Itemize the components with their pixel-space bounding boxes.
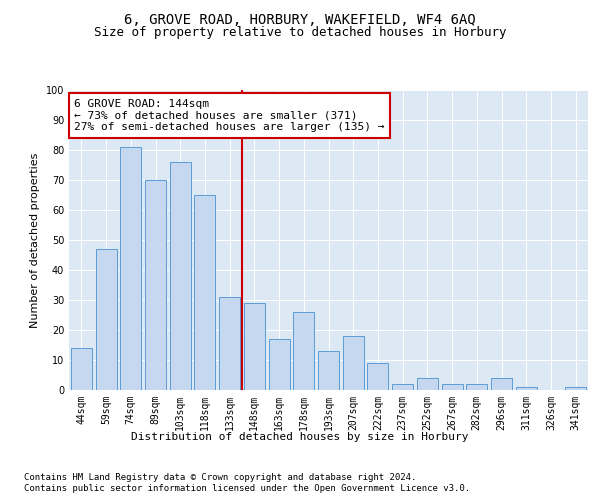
Bar [219, 297, 240, 390]
Bar [392, 384, 413, 390]
Bar [120, 147, 141, 390]
Bar [95, 249, 116, 390]
Text: 6 GROVE ROAD: 144sqm
← 73% of detached houses are smaller (371)
27% of semi-deta: 6 GROVE ROAD: 144sqm ← 73% of detached h… [74, 99, 385, 132]
Bar [318, 351, 339, 390]
Bar [343, 336, 364, 390]
Bar [417, 378, 438, 390]
Bar [71, 348, 92, 390]
Y-axis label: Number of detached properties: Number of detached properties [30, 152, 40, 328]
Text: Contains HM Land Registry data © Crown copyright and database right 2024.: Contains HM Land Registry data © Crown c… [24, 472, 416, 482]
Text: Contains public sector information licensed under the Open Government Licence v3: Contains public sector information licen… [24, 484, 470, 493]
Bar [244, 303, 265, 390]
Bar [491, 378, 512, 390]
Text: Size of property relative to detached houses in Horbury: Size of property relative to detached ho… [94, 26, 506, 39]
Bar [442, 384, 463, 390]
Text: 6, GROVE ROAD, HORBURY, WAKEFIELD, WF4 6AQ: 6, GROVE ROAD, HORBURY, WAKEFIELD, WF4 6… [124, 12, 476, 26]
Bar [194, 195, 215, 390]
Bar [565, 387, 586, 390]
Bar [170, 162, 191, 390]
Bar [466, 384, 487, 390]
Bar [516, 387, 537, 390]
Text: Distribution of detached houses by size in Horbury: Distribution of detached houses by size … [131, 432, 469, 442]
Bar [367, 363, 388, 390]
Bar [293, 312, 314, 390]
Bar [269, 339, 290, 390]
Bar [145, 180, 166, 390]
